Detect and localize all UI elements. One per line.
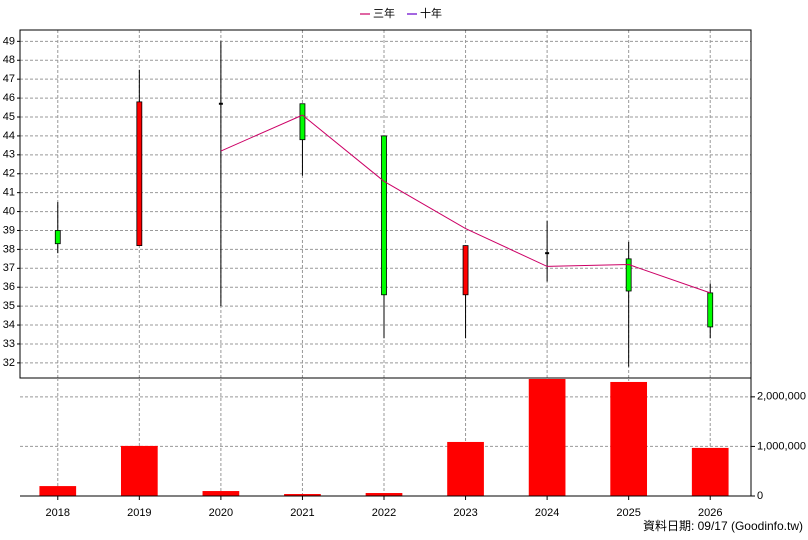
candle-body [381, 135, 387, 296]
y-tick-label: 41 [3, 187, 15, 199]
y-tick-label: 36 [3, 281, 15, 293]
footnote: 資料日期: 09/17 (Goodinfo.tw) [643, 519, 803, 533]
y-tick-label: 33 [3, 338, 15, 350]
y2-tick-label: 1,000,000 [757, 440, 806, 452]
volume-bar [120, 445, 158, 496]
y-tick-label: 45 [3, 111, 15, 123]
candle-body [707, 292, 714, 328]
x-tick-label: 2018 [46, 507, 70, 519]
y-tick-label: 43 [3, 149, 15, 161]
y-tick-label: 40 [3, 205, 15, 217]
y-tick-label: 39 [3, 224, 15, 236]
volume-bar [691, 447, 729, 496]
average-line [220, 114, 711, 294]
x-tick-label: 2022 [372, 507, 396, 519]
y-tick-label: 47 [3, 73, 15, 85]
x-tick-label: 2024 [535, 507, 559, 519]
x-tick-label: 2019 [127, 507, 151, 519]
candle-body [625, 258, 632, 292]
volume-bar [284, 494, 321, 496]
y-tick-label: 44 [3, 130, 15, 142]
candle-body [299, 103, 306, 141]
y-tick-label: 42 [3, 168, 15, 180]
volume-bar [202, 491, 240, 496]
volume-bar [447, 441, 484, 496]
y-tick-label: 32 [3, 357, 15, 369]
legend-label: 三年 [373, 6, 395, 20]
candle-body [462, 245, 469, 296]
candle-body [54, 230, 61, 245]
x-tick-label: 2026 [698, 507, 722, 519]
y-tick-label: 37 [3, 262, 15, 274]
volume-bar [365, 493, 403, 496]
y-tick-label: 38 [3, 243, 15, 255]
x-tick-label: 2021 [290, 507, 314, 519]
y-tick-label: 49 [3, 35, 15, 47]
volume-bar [528, 378, 566, 496]
x-tick-label: 2025 [616, 507, 640, 519]
volume-bar [610, 381, 648, 496]
plot-frame [19, 29, 752, 379]
y-tick-label: 34 [3, 319, 15, 331]
y2-tick-label: 0 [757, 490, 763, 502]
x-tick-label: 2020 [209, 507, 233, 519]
volume-bar [39, 486, 77, 496]
candle-body [136, 101, 143, 247]
y-tick-label: 48 [3, 54, 15, 66]
x-tick-label: 2023 [453, 507, 477, 519]
y-tick-label: 46 [3, 92, 15, 104]
legend-label: 十年 [420, 6, 442, 20]
y2-tick-label: 2,000,000 [757, 391, 806, 403]
y-tick-label: 35 [3, 300, 15, 312]
